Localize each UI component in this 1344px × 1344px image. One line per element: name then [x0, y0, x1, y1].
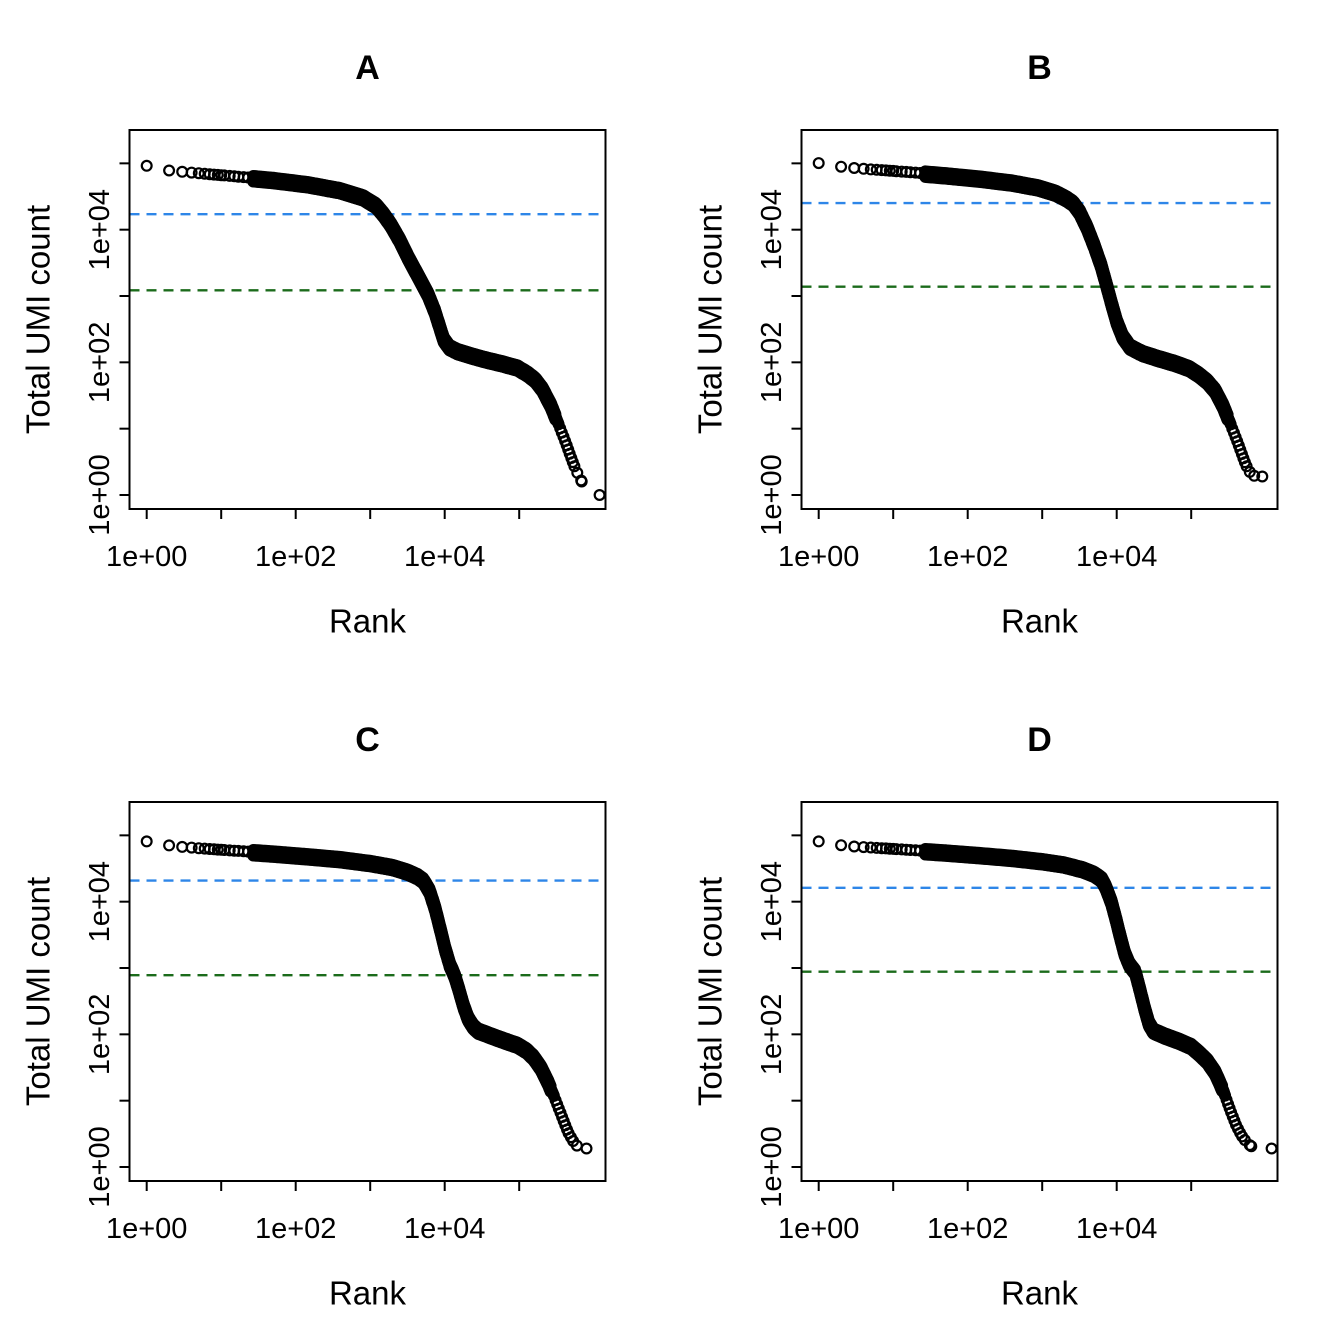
x-tick-label: 1e+04	[404, 541, 485, 573]
data-points	[140, 835, 593, 1155]
axes: 1e+00 1e+02 1e+04 1e+00 1e+02 1e+04	[756, 834, 1193, 1245]
axes: 1e+00 1e+02 1e+04 1e+00 1e+02 1e+04	[84, 834, 521, 1245]
x-axis-label: Rank	[1001, 603, 1079, 640]
axes: 1e+00 1e+02 1e+04 1e+00 1e+02 1e+04	[756, 162, 1193, 573]
data-point	[835, 839, 848, 852]
plot-box	[800, 129, 1279, 510]
data-point	[1265, 1142, 1278, 1155]
x-tick-label: 1e+00	[778, 541, 859, 573]
data-point	[848, 840, 861, 853]
data-point	[192, 167, 205, 180]
data-point	[185, 841, 198, 854]
panel-title: A	[355, 49, 380, 87]
plot-box	[800, 801, 1279, 1182]
y-tick-label: 1e+04	[84, 861, 116, 942]
threshold-lines	[129, 213, 606, 292]
panel-A: 1e+00 1e+02 1e+04 1e+00 1e+02 1e+04 Rank Total …	[0, 0, 672, 672]
panel-C-plot: 1e+00 1e+02 1e+04 1e+00 1e+02 1e+04 Rank Total …	[20, 721, 607, 1312]
panel-B-plot: 1e+00 1e+02 1e+04 1e+00 1e+02 1e+04 Rank Total …	[692, 49, 1279, 640]
data-point	[593, 489, 606, 502]
y-tick-label: 1e+02	[756, 994, 788, 1075]
data-point	[176, 840, 189, 853]
x-tick-label: 1e+00	[106, 1213, 187, 1245]
data-point	[1245, 1140, 1258, 1153]
data-point	[835, 160, 848, 173]
y-tick-label: 1e+02	[84, 322, 116, 403]
data-point	[812, 157, 825, 170]
data-point	[575, 475, 588, 488]
data-point	[580, 1142, 593, 1155]
threshold-lines	[801, 201, 1278, 288]
data-points	[140, 159, 606, 502]
data-point	[1248, 469, 1261, 482]
data-point	[857, 162, 870, 175]
data-points	[812, 835, 1278, 1155]
data-point	[857, 841, 870, 854]
data-point	[185, 166, 198, 179]
y-tick-label: 1e+00	[84, 1126, 116, 1207]
y-tick-label: 1e+00	[756, 1126, 788, 1207]
x-tick-label: 1e+02	[927, 1213, 1008, 1245]
x-axis-label: Rank	[329, 603, 407, 640]
plot-box	[128, 129, 607, 510]
x-tick-label: 1e+00	[778, 1213, 859, 1245]
threshold-lines	[801, 886, 1278, 973]
data-point	[1256, 470, 1269, 483]
panel-D: 1e+00 1e+02 1e+04 1e+00 1e+02 1e+04 Rank Total …	[672, 672, 1344, 1344]
x-tick-label: 1e+02	[927, 541, 1008, 573]
x-axis-label: Rank	[1001, 1275, 1079, 1312]
panel-title: C	[355, 721, 380, 759]
y-tick-label: 1e+04	[756, 861, 788, 942]
y-tick-label: 1e+02	[756, 322, 788, 403]
x-tick-label: 1e+04	[1076, 1213, 1157, 1245]
data-point	[568, 460, 581, 473]
y-tick-label: 1e+02	[84, 994, 116, 1075]
data-point	[812, 835, 825, 848]
threshold-lines	[129, 879, 606, 977]
data-point	[875, 164, 888, 177]
x-tick-label: 1e+04	[1076, 541, 1157, 573]
x-axis-label: Rank	[329, 1275, 407, 1312]
data-point	[163, 839, 176, 852]
y-axis-label: Total UMI count	[20, 205, 57, 434]
data-point	[848, 162, 861, 175]
data-point	[176, 165, 189, 178]
x-tick-label: 1e+04	[404, 1213, 485, 1245]
x-tick-label: 1e+00	[106, 541, 187, 573]
data-point	[203, 168, 216, 181]
plot-box	[128, 801, 607, 1182]
y-axis-label: Total UMI count	[692, 205, 729, 434]
y-tick-label: 1e+00	[756, 454, 788, 535]
panel-B: 1e+00 1e+02 1e+04 1e+00 1e+02 1e+04 Rank Total …	[672, 0, 1344, 672]
y-axis-label: Total UMI count	[20, 877, 57, 1106]
data-point	[163, 164, 176, 177]
panel-A-plot: 1e+00 1e+02 1e+04 1e+00 1e+02 1e+04 Rank Total …	[20, 49, 607, 640]
y-tick-label: 1e+04	[84, 189, 116, 270]
panel-title: D	[1027, 721, 1052, 759]
data-point	[875, 842, 888, 855]
y-axis-label: Total UMI count	[692, 877, 729, 1106]
axes: 1e+00 1e+02 1e+04 1e+00 1e+02 1e+04	[84, 162, 521, 573]
data-points	[812, 157, 1269, 483]
data-point	[140, 159, 153, 172]
data-point	[140, 835, 153, 848]
x-tick-label: 1e+02	[255, 541, 336, 573]
panel-C: 1e+00 1e+02 1e+04 1e+00 1e+02 1e+04 Rank Total …	[0, 672, 672, 1344]
data-point	[192, 842, 205, 855]
y-tick-label: 1e+04	[756, 189, 788, 270]
panel-D-plot: 1e+00 1e+02 1e+04 1e+00 1e+02 1e+04 Rank Total …	[692, 721, 1279, 1312]
panel-title: B	[1027, 49, 1052, 87]
x-tick-label: 1e+02	[255, 1213, 336, 1245]
data-point	[864, 841, 877, 854]
data-point	[203, 843, 216, 856]
y-tick-label: 1e+00	[84, 454, 116, 535]
data-point	[864, 163, 877, 176]
